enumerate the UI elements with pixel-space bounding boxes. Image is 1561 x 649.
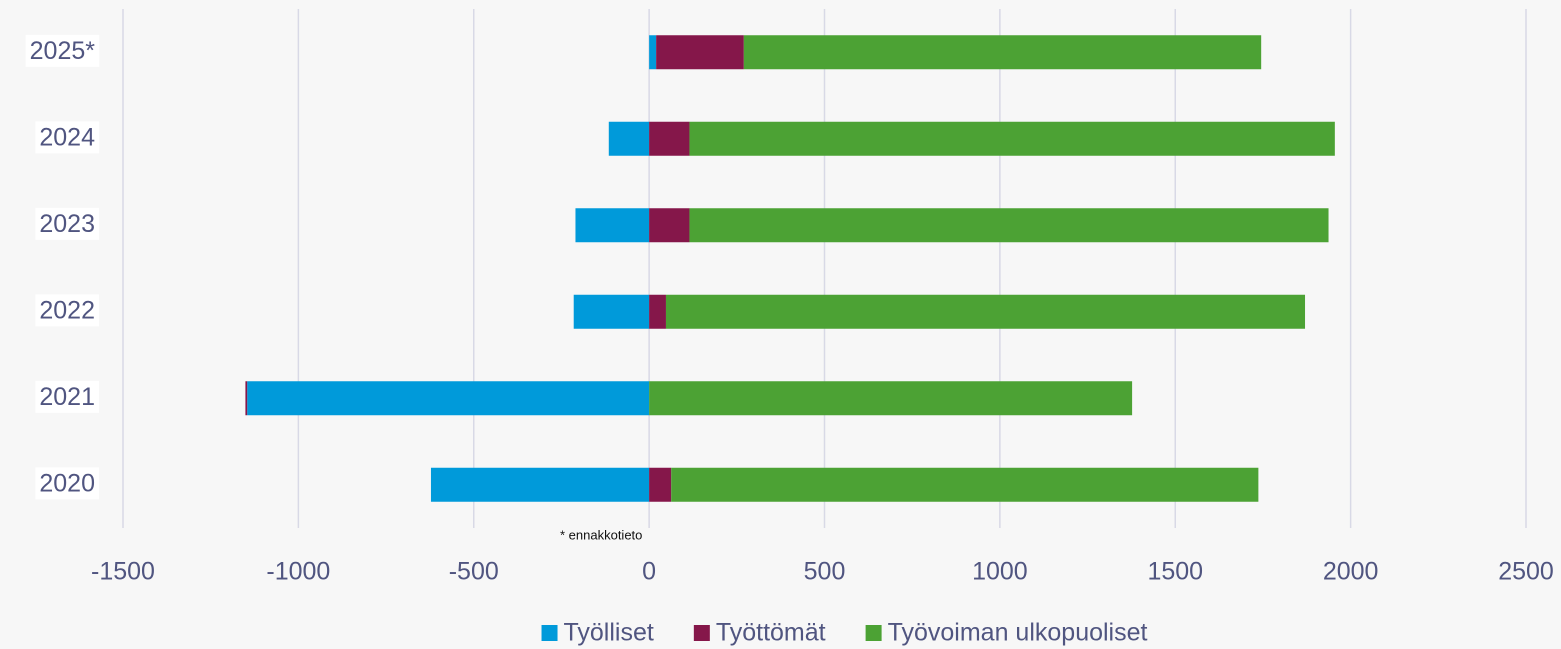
legend-label: Työvoiman ulkopuoliset bbox=[888, 619, 1148, 647]
x-tick-label: 2000 bbox=[1323, 558, 1379, 586]
label-background bbox=[35, 380, 99, 413]
bar bbox=[671, 467, 1259, 502]
x-tick-label: 1000 bbox=[972, 558, 1028, 586]
bar bbox=[575, 208, 650, 243]
legend-swatch bbox=[541, 625, 558, 641]
legend-swatch bbox=[693, 625, 710, 641]
y-tick-label: 2025* bbox=[30, 37, 96, 65]
bar bbox=[743, 35, 1262, 70]
bar bbox=[247, 381, 650, 416]
label-background bbox=[25, 34, 100, 67]
x-tick-label: 1500 bbox=[1147, 558, 1203, 586]
bar bbox=[689, 208, 1329, 243]
x-tick-label: -1000 bbox=[266, 558, 330, 586]
label-background bbox=[35, 467, 99, 500]
bar bbox=[649, 208, 690, 243]
bar bbox=[649, 35, 657, 70]
y-tick-label: 2020 bbox=[39, 469, 95, 497]
legend-swatch bbox=[865, 625, 882, 641]
bar bbox=[573, 294, 650, 329]
x-tick-label: -500 bbox=[449, 558, 499, 586]
legend-label: Työlliset bbox=[564, 619, 654, 647]
bar bbox=[649, 381, 1133, 416]
bar bbox=[665, 294, 1306, 329]
x-tick-label: 0 bbox=[642, 558, 656, 586]
bar bbox=[649, 294, 666, 329]
label-background bbox=[35, 121, 100, 154]
y-tick-label: 2023 bbox=[39, 210, 95, 238]
bar bbox=[689, 121, 1335, 156]
x-tick-label: 2500 bbox=[1498, 558, 1554, 586]
y-tick-label: 2022 bbox=[39, 296, 95, 324]
x-tick-label: 500 bbox=[804, 558, 846, 586]
label-background bbox=[35, 207, 99, 240]
annotation: * ennakkotieto bbox=[560, 527, 642, 542]
bar bbox=[245, 381, 248, 416]
label-background bbox=[35, 294, 99, 327]
y-tick-label: 2024 bbox=[39, 123, 95, 151]
bar bbox=[649, 121, 690, 156]
y-tick-label: 2021 bbox=[39, 383, 95, 411]
bar bbox=[656, 35, 744, 70]
x-tick-label: -1500 bbox=[91, 558, 155, 586]
legend-label: Työttömät bbox=[716, 619, 826, 647]
bar bbox=[608, 121, 650, 156]
bar bbox=[430, 467, 650, 502]
bar bbox=[649, 467, 672, 502]
